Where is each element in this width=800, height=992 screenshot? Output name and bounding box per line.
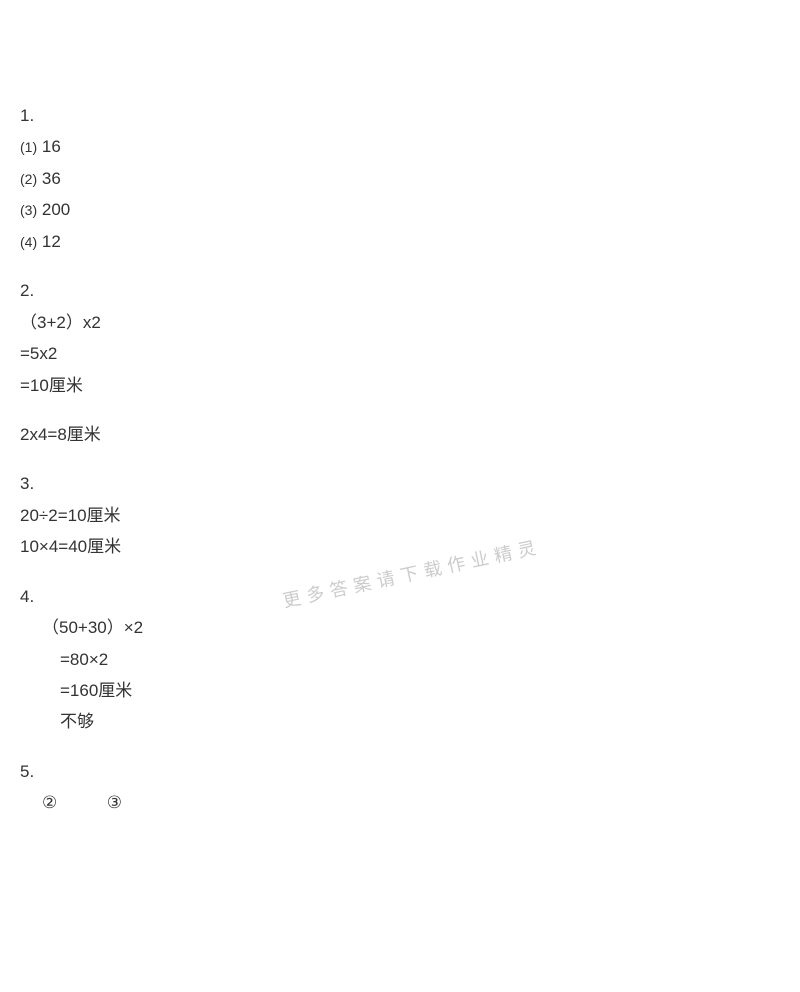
problem-number: 1. (20, 100, 800, 131)
calc-line: 2x4=8厘米 (20, 419, 800, 450)
problem-3: 3. 20÷2=10厘米 10×4=40厘米 (20, 468, 800, 562)
document-content: 1. (1) 16 (2) 36 (3) 200 (4) 12 2. （3+2）… (20, 100, 800, 819)
sub-label: (4) (20, 234, 37, 250)
calc-line: =160厘米 (20, 675, 800, 706)
calc-line: （3+2）x2 (20, 307, 800, 338)
sub-label: (3) (20, 202, 37, 218)
problem-number: 3. (20, 468, 800, 499)
sub-value: 36 (42, 169, 61, 188)
sub-item-1: (1) 16 (20, 131, 800, 162)
sub-item-2: (2) 36 (20, 163, 800, 194)
calc-line: =5x2 (20, 338, 800, 369)
choice-a: ② (42, 787, 57, 818)
sub-item-3: (3) 200 (20, 194, 800, 225)
calc-line: 20÷2=10厘米 (20, 500, 800, 531)
calc-line: =80×2 (20, 644, 800, 675)
calc-line: =10厘米 (20, 370, 800, 401)
problem-number: 4. (20, 581, 800, 612)
sub-label: (1) (20, 139, 37, 155)
calc-line: （50+30）×2 (20, 612, 800, 643)
sub-item-4: (4) 12 (20, 226, 800, 257)
problem-number: 2. (20, 275, 800, 306)
calc-line: 10×4=40厘米 (20, 531, 800, 562)
problem-2: 2. （3+2）x2 =5x2 =10厘米 2x4=8厘米 (20, 275, 800, 450)
sub-value: 200 (42, 200, 70, 219)
answer-choices: ② ③ (20, 787, 800, 818)
problem-4: 4. （50+30）×2 =80×2 =160厘米 不够 (20, 581, 800, 738)
problem-1: 1. (1) 16 (2) 36 (3) 200 (4) 12 (20, 100, 800, 257)
problem-number: 5. (20, 756, 800, 787)
sub-label: (2) (20, 171, 37, 187)
calc-line: 不够 (20, 706, 800, 737)
sub-value: 12 (42, 232, 61, 251)
problem-5: 5. ② ③ (20, 756, 800, 819)
choice-b: ③ (107, 787, 122, 818)
sub-value: 16 (42, 137, 61, 156)
